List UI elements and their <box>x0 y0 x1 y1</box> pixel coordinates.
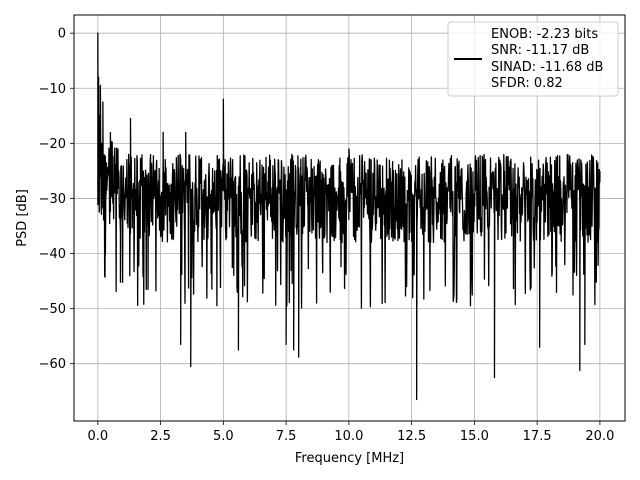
x-tick-label: 5.0 <box>213 429 234 444</box>
legend-line-enob: ENOB: -2.23 bits <box>491 27 598 42</box>
y-tick-label: −30 <box>39 192 66 207</box>
y-tick-label: −20 <box>39 137 66 152</box>
x-tick-label: 10.0 <box>334 429 363 444</box>
y-tick-label: −50 <box>39 302 66 317</box>
y-tick-label: 0 <box>58 27 66 42</box>
x-tick-label: 20.0 <box>585 429 614 444</box>
axes-frame <box>73 14 626 422</box>
legend-line-snr: SNR: -11.17 dB <box>491 43 589 58</box>
x-tick-label: 17.5 <box>523 429 552 444</box>
x-tick-label: 2.5 <box>150 429 171 444</box>
x-tick-label: 15.0 <box>460 429 489 444</box>
x-tick-label: 12.5 <box>397 429 426 444</box>
y-tick-label: −40 <box>39 247 66 262</box>
y-tick-label: −60 <box>39 357 66 372</box>
y-axis-ticks: 0 −10 −20 −30 −40 −50 −60 <box>39 27 74 372</box>
y-tick-label: −10 <box>39 82 66 97</box>
x-tick-label: 0.0 <box>88 429 109 444</box>
y-axis-label: PSD [dB] <box>15 189 30 247</box>
x-axis-ticks: 0.0 2.5 5.0 7.5 10.0 12.5 15.0 17.5 20.0 <box>88 421 614 444</box>
plot-area <box>97 32 601 401</box>
legend: ENOB: -2.23 bits SNR: -11.17 dB SINAD: -… <box>447 21 619 97</box>
psd-series-line <box>97 32 601 401</box>
x-axis-label: Frequency [MHz] <box>295 451 404 466</box>
legend-box <box>447 21 619 97</box>
legend-line-sinad: SINAD: -11.68 dB <box>491 60 603 75</box>
x-tick-label: 7.5 <box>276 429 297 444</box>
legend-line-sfdr: SFDR: 0.82 <box>491 76 563 91</box>
